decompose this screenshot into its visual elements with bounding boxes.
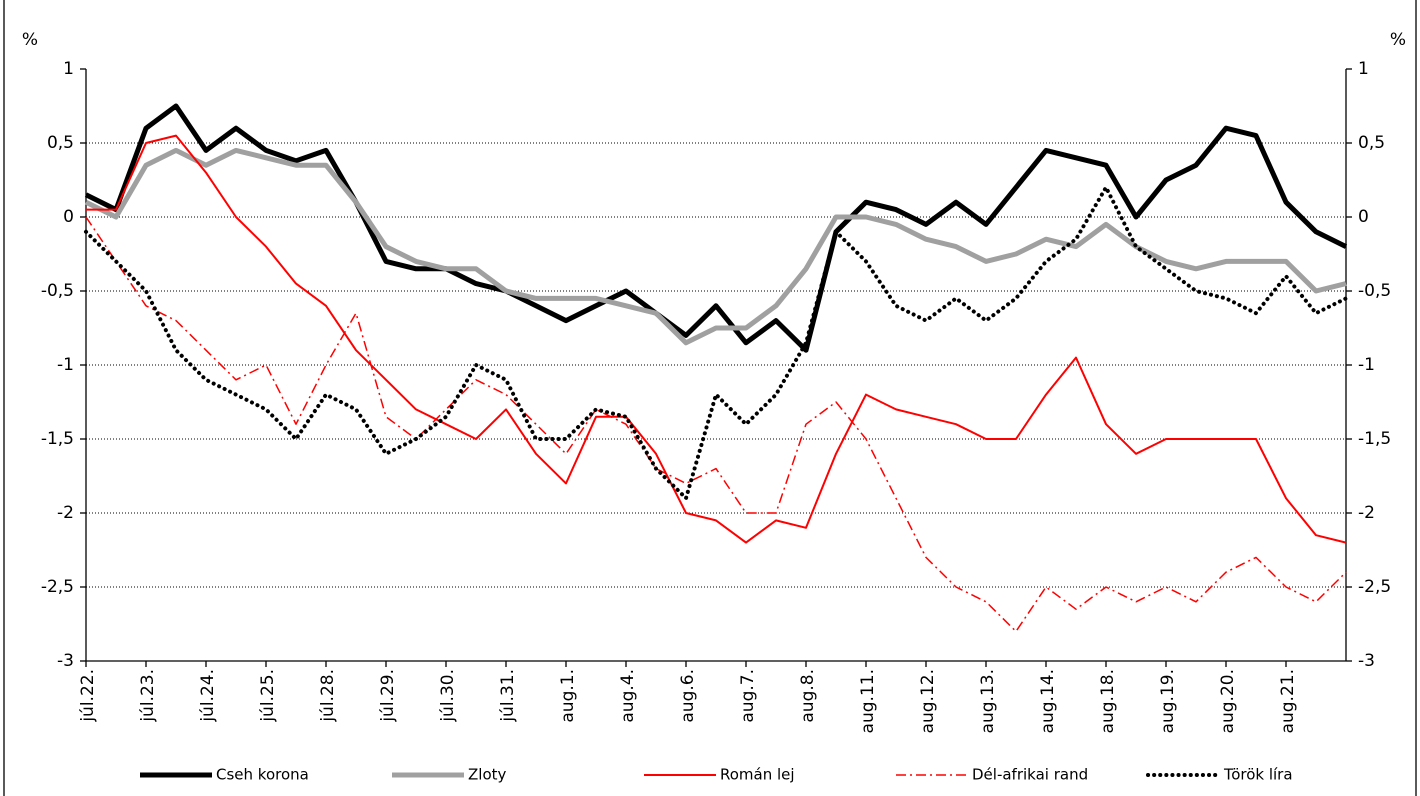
legend-label: Zloty xyxy=(468,766,507,784)
y2-tick-label: 1 xyxy=(1358,59,1369,79)
y-tick-label: -3 xyxy=(57,651,74,671)
x-tick-label: aug.19. xyxy=(1158,669,1178,733)
chart-frame xyxy=(3,0,1417,796)
y-tick-label: -1,5 xyxy=(41,429,74,449)
y-tick-label: 1 xyxy=(63,59,74,79)
x-tick-label: júl.22. xyxy=(78,669,98,723)
x-tick-label: aug.13. xyxy=(978,669,998,733)
y-tick-label: 0 xyxy=(63,207,74,227)
series-line xyxy=(86,134,1347,544)
legend-label: Török líra xyxy=(1223,766,1293,784)
series-line xyxy=(85,216,1347,633)
y-tick-label: 0,5 xyxy=(47,133,74,153)
x-tick-label: aug.14. xyxy=(1038,669,1058,733)
x-tick-label: aug.12. xyxy=(918,669,938,733)
y2-tick-label: -3 xyxy=(1358,651,1375,671)
x-tick-label: júl.24. xyxy=(198,669,218,723)
series-line xyxy=(84,147,1347,346)
legend-label: Cseh korona xyxy=(216,766,309,784)
y-tick-label: -0,5 xyxy=(41,281,74,301)
legend-label: Román lej xyxy=(720,766,795,784)
legend-label: Dél-afrikai rand xyxy=(972,766,1088,784)
x-tick-label: júl.29. xyxy=(378,669,398,723)
x-tick-label: júl.23. xyxy=(138,669,158,723)
y2-tick-label: -1 xyxy=(1358,355,1375,375)
y2-tick-label: -2 xyxy=(1358,503,1375,523)
x-tick-label: aug.11. xyxy=(858,669,878,733)
y-tick-label: -2 xyxy=(57,503,74,523)
y-tick-label: -1 xyxy=(57,355,74,375)
x-tick-label: júl.31. xyxy=(498,669,518,723)
x-tick-label: aug.7. xyxy=(738,669,758,723)
y2-unit: % xyxy=(1390,30,1406,50)
x-tick-label: aug.21. xyxy=(1278,669,1298,733)
y2-tick-label: -2,5 xyxy=(1358,577,1391,597)
x-tick-label: aug.20. xyxy=(1218,669,1238,733)
x-tick-label: aug.1. xyxy=(558,669,578,723)
series-line xyxy=(84,185,1348,501)
y-tick-label: -2,5 xyxy=(41,577,74,597)
x-tick-label: júl.30. xyxy=(438,669,458,723)
y-unit: % xyxy=(22,30,38,50)
y2-tick-label: -1,5 xyxy=(1358,429,1391,449)
y2-tick-label: 0 xyxy=(1358,207,1369,227)
x-tick-label: júl.25. xyxy=(258,669,278,723)
y2-tick-label: -0,5 xyxy=(1358,281,1391,301)
y2-tick-label: 0,5 xyxy=(1358,133,1385,153)
x-tick-label: aug.6. xyxy=(678,669,698,723)
series-line xyxy=(84,103,1348,353)
x-tick-label: aug.4. xyxy=(618,669,638,723)
x-tick-label: aug.8. xyxy=(798,669,818,723)
x-tick-label: júl.28. xyxy=(318,669,338,723)
x-tick-label: aug.18. xyxy=(1098,669,1118,733)
